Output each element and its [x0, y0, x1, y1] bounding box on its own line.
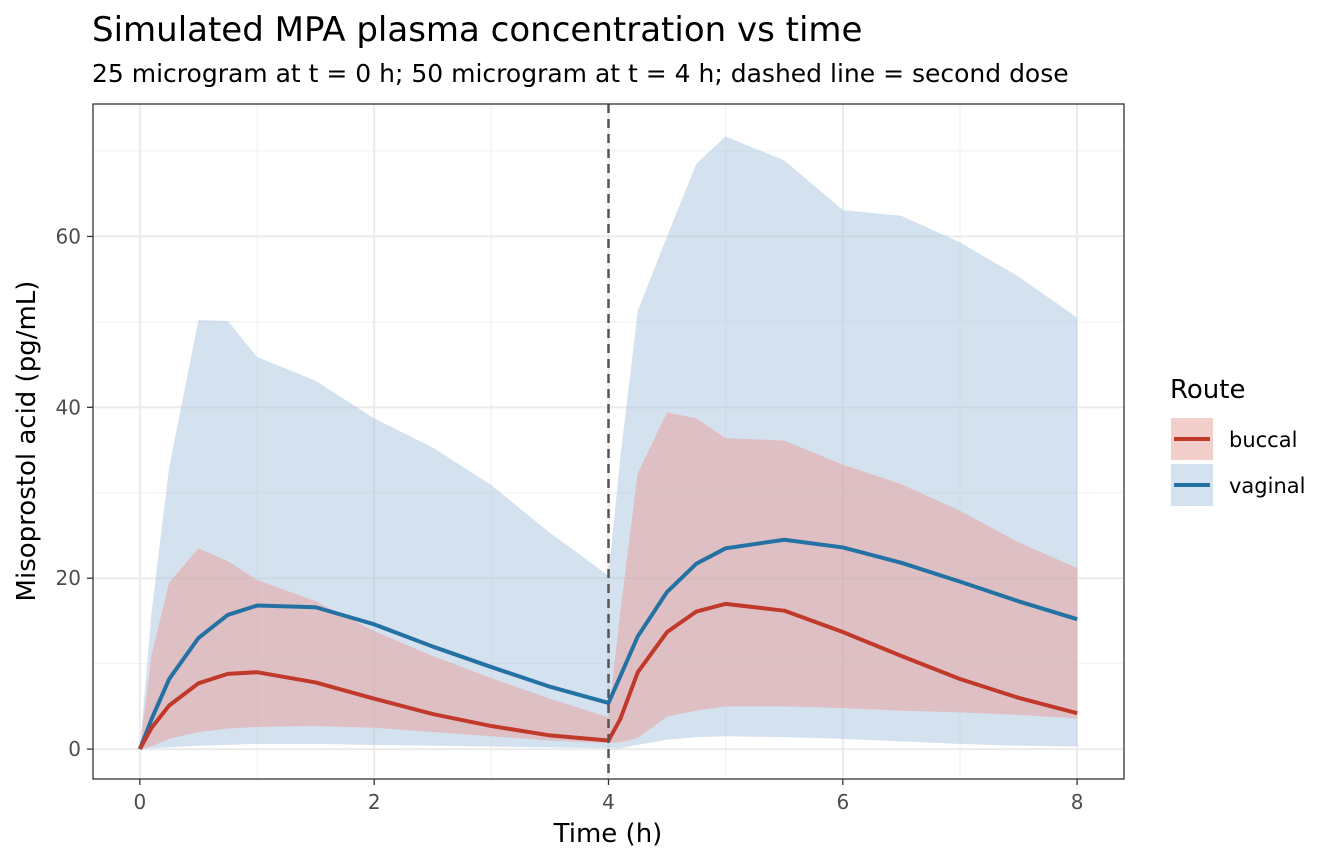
x-tick-label: 0 — [133, 790, 146, 814]
y-tick-label: 40 — [56, 395, 81, 419]
x-tick-label: 6 — [836, 790, 849, 814]
y-tick-label: 20 — [56, 566, 81, 590]
legend: Route buccal vaginal — [1170, 375, 1305, 506]
x-tick-label: 8 — [1071, 790, 1084, 814]
legend-title: Route — [1170, 375, 1245, 405]
chart-subtitle: 25 microgram at t = 0 h; 50 microgram at… — [92, 59, 1069, 88]
chart-title: Simulated MPA plasma concentration vs ti… — [92, 10, 862, 50]
line-vaginal — [138, 537, 1078, 750]
y-tick-label: 60 — [56, 224, 81, 248]
y-axis-title: Misoprostol acid (pg/mL) — [12, 281, 42, 602]
plot-panel — [92, 103, 1125, 780]
ribbons — [139, 136, 1078, 750]
x-tick-label: 2 — [368, 790, 381, 814]
x-axis-title: Time (h) — [553, 819, 663, 849]
y-tick-label: 0 — [68, 737, 81, 761]
legend-items: buccal vaginal — [1171, 418, 1305, 506]
legend-label-vaginal: vaginal — [1229, 474, 1305, 498]
y-axis: 0 20 40 60 — [56, 224, 93, 761]
legend-label-buccal: buccal — [1229, 428, 1297, 452]
x-tick-label: 4 — [602, 790, 615, 814]
x-axis: 0 2 4 6 8 — [133, 779, 1084, 814]
ribbon-buccal — [139, 412, 1078, 750]
